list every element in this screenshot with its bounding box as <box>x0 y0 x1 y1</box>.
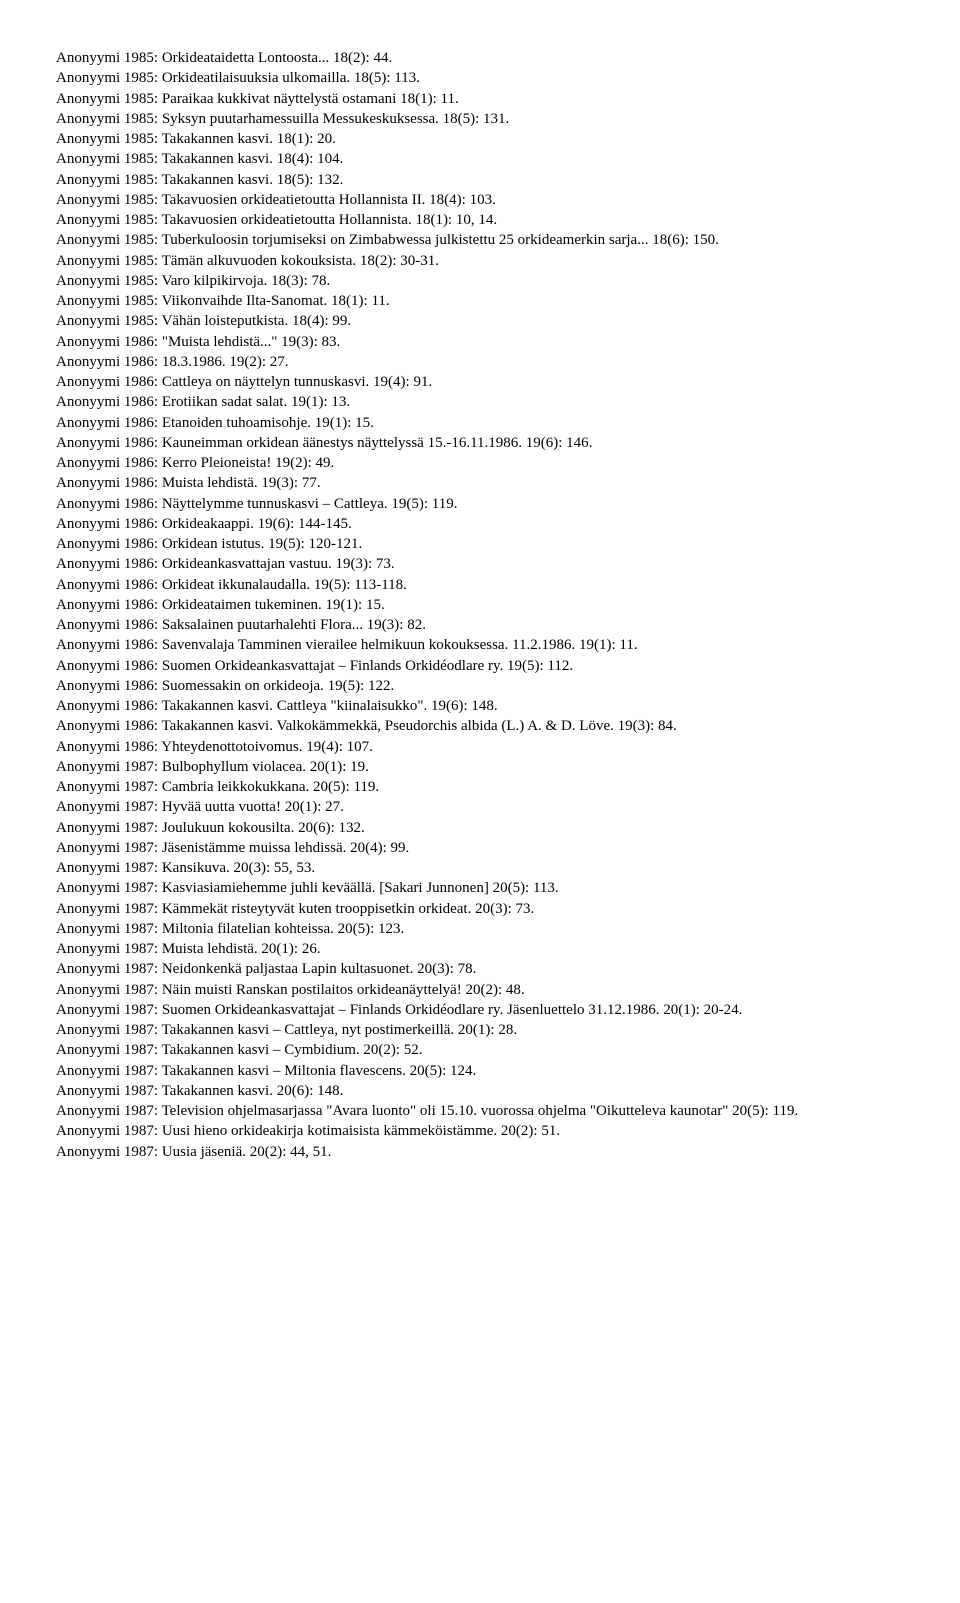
bibliography-entry: Anonyymi 1987: Uusi hieno orkideakirja k… <box>56 1121 904 1141</box>
bibliography-entry: Anonyymi 1987: Näin muisti Ranskan posti… <box>56 980 904 1000</box>
bibliography-entry: Anonyymi 1985: Takavuosien orkideatietou… <box>56 210 904 230</box>
bibliography-entry: Anonyymi 1987: Takakannen kasvi – Cymbid… <box>56 1040 904 1060</box>
bibliography-entry: Anonyymi 1986: Takakannen kasvi. Valkokä… <box>56 716 904 736</box>
bibliography-entry: Anonyymi 1987: Television ohjelmasarjass… <box>56 1101 904 1121</box>
bibliography-entry: Anonyymi 1986: Takakannen kasvi. Cattley… <box>56 696 904 716</box>
bibliography-list: Anonyymi 1985: Orkideataidetta Lontoosta… <box>56 48 904 1162</box>
bibliography-entry: Anonyymi 1985: Takakannen kasvi. 18(1): … <box>56 129 904 149</box>
bibliography-entry: Anonyymi 1987: Uusia jäseniä. 20(2): 44,… <box>56 1142 904 1162</box>
bibliography-entry: Anonyymi 1985: Vähän loisteputkista. 18(… <box>56 311 904 331</box>
bibliography-entry: Anonyymi 1986: 18.3.1986. 19(2): 27. <box>56 352 904 372</box>
bibliography-entry: Anonyymi 1985: Viikonvaihde Ilta-Sanomat… <box>56 291 904 311</box>
bibliography-entry: Anonyymi 1985: Takavuosien orkideatietou… <box>56 190 904 210</box>
bibliography-entry: Anonyymi 1986: Orkideataimen tukeminen. … <box>56 595 904 615</box>
bibliography-entry: Anonyymi 1986: Cattleya on näyttelyn tun… <box>56 372 904 392</box>
bibliography-entry: Anonyymi 1987: Takakannen kasvi – Milton… <box>56 1061 904 1081</box>
bibliography-entry: Anonyymi 1987: Kasviasiamiehemme juhli k… <box>56 878 904 898</box>
bibliography-entry: Anonyymi 1987: Takakannen kasvi – Cattle… <box>56 1020 904 1040</box>
bibliography-entry: Anonyymi 1987: Muista lehdistä. 20(1): 2… <box>56 939 904 959</box>
bibliography-entry: Anonyymi 1987: Bulbophyllum violacea. 20… <box>56 757 904 777</box>
bibliography-entry: Anonyymi 1987: Cambria leikkokukkana. 20… <box>56 777 904 797</box>
bibliography-entry: Anonyymi 1987: Hyvää uutta vuotta! 20(1)… <box>56 797 904 817</box>
bibliography-entry: Anonyymi 1985: Orkideataidetta Lontoosta… <box>56 48 904 68</box>
bibliography-entry: Anonyymi 1987: Miltonia filatelian kohte… <box>56 919 904 939</box>
bibliography-entry: Anonyymi 1986: Suomessakin on orkideoja.… <box>56 676 904 696</box>
bibliography-entry: Anonyymi 1985: Varo kilpikirvoja. 18(3):… <box>56 271 904 291</box>
bibliography-entry: Anonyymi 1986: Muista lehdistä. 19(3): 7… <box>56 473 904 493</box>
bibliography-entry: Anonyymi 1985: Orkideatilaisuuksia ulkom… <box>56 68 904 88</box>
bibliography-entry: Anonyymi 1986: Erotiikan sadat salat. 19… <box>56 392 904 412</box>
bibliography-entry: Anonyymi 1987: Kämmekät risteytyvät kute… <box>56 899 904 919</box>
bibliography-entry: Anonyymi 1986: Kerro Pleioneista! 19(2):… <box>56 453 904 473</box>
bibliography-entry: Anonyymi 1986: Etanoiden tuhoamisohje. 1… <box>56 413 904 433</box>
bibliography-entry: Anonyymi 1985: Tuberkuloosin torjumiseks… <box>56 230 904 250</box>
bibliography-entry: Anonyymi 1987: Kansikuva. 20(3): 55, 53. <box>56 858 904 878</box>
bibliography-entry: Anonyymi 1986: Yhteydenottotoivomus. 19(… <box>56 737 904 757</box>
bibliography-entry: Anonyymi 1986: "Muista lehdistä..." 19(3… <box>56 332 904 352</box>
bibliography-entry: Anonyymi 1987: Takakannen kasvi. 20(6): … <box>56 1081 904 1101</box>
bibliography-entry: Anonyymi 1986: Savenvalaja Tamminen vier… <box>56 635 904 655</box>
bibliography-entry: Anonyymi 1987: Jäsenistämme muissa lehdi… <box>56 838 904 858</box>
bibliography-entry: Anonyymi 1987: Neidonkenkä paljastaa Lap… <box>56 959 904 979</box>
bibliography-entry: Anonyymi 1986: Orkideankasvattajan vastu… <box>56 554 904 574</box>
bibliography-entry: Anonyymi 1986: Kauneimman orkidean äänes… <box>56 433 904 453</box>
bibliography-entry: Anonyymi 1985: Syksyn puutarhamessuilla … <box>56 109 904 129</box>
bibliography-entry: Anonyymi 1986: Suomen Orkideankasvattaja… <box>56 656 904 676</box>
bibliography-entry: Anonyymi 1987: Joulukuun kokousilta. 20(… <box>56 818 904 838</box>
bibliography-entry: Anonyymi 1986: Orkideat ikkunalaudalla. … <box>56 575 904 595</box>
bibliography-entry: Anonyymi 1986: Saksalainen puutarhalehti… <box>56 615 904 635</box>
bibliography-entry: Anonyymi 1987: Suomen Orkideankasvattaja… <box>56 1000 904 1020</box>
bibliography-entry: Anonyymi 1986: Orkideakaappi. 19(6): 144… <box>56 514 904 534</box>
bibliography-entry: Anonyymi 1986: Orkidean istutus. 19(5): … <box>56 534 904 554</box>
bibliography-entry: Anonyymi 1985: Takakannen kasvi. 18(4): … <box>56 149 904 169</box>
bibliography-entry: Anonyymi 1985: Tämän alkuvuoden kokouksi… <box>56 251 904 271</box>
bibliography-entry: Anonyymi 1986: Näyttelymme tunnuskasvi –… <box>56 494 904 514</box>
bibliography-entry: Anonyymi 1985: Paraikaa kukkivat näyttel… <box>56 89 904 109</box>
bibliography-entry: Anonyymi 1985: Takakannen kasvi. 18(5): … <box>56 170 904 190</box>
